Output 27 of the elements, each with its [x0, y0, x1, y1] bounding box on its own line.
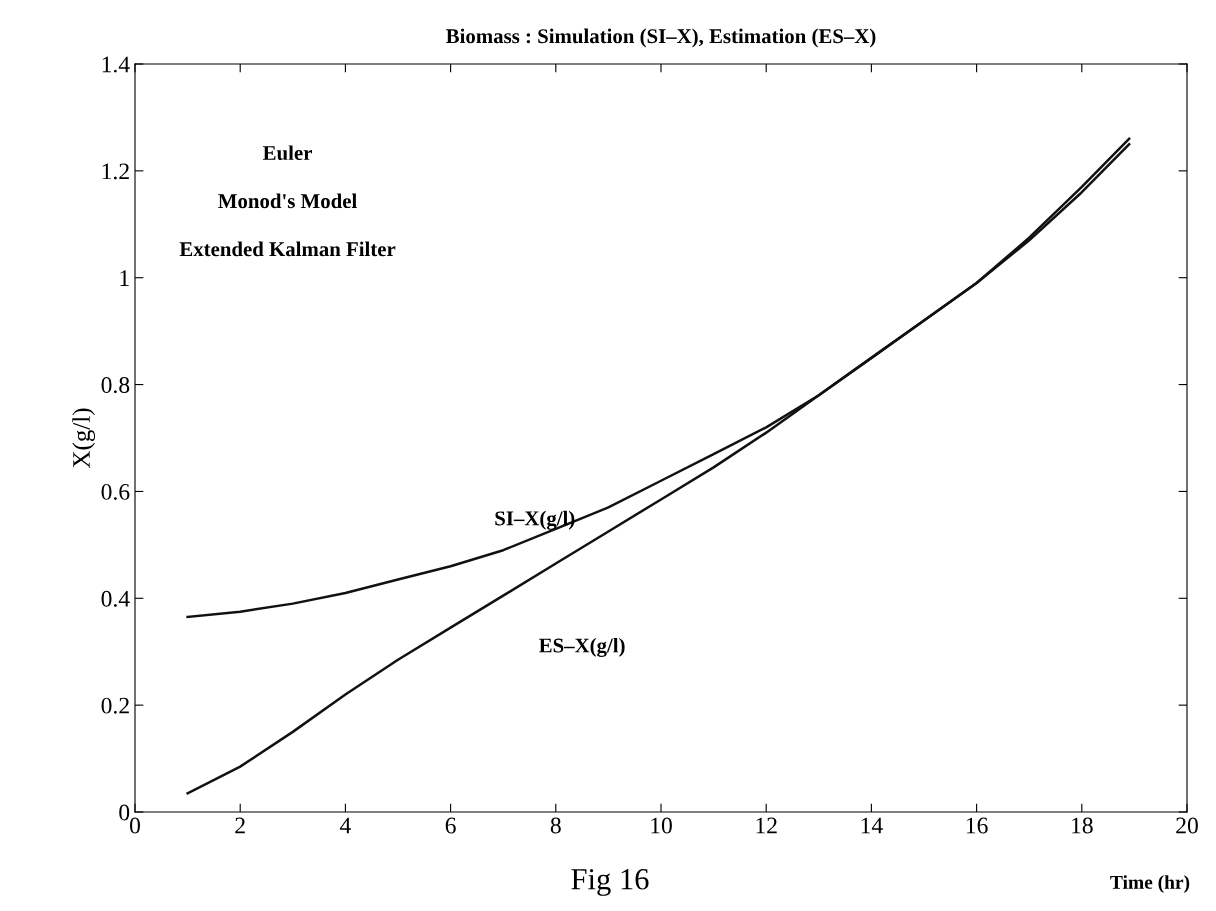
annotation: Extended Kalman Filter	[179, 241, 396, 257]
caption: Fig 16	[571, 869, 649, 896]
x-tick-label: 12	[756, 817, 777, 834]
series-label: SI–X(g/l)	[495, 510, 575, 530]
y-tick-label: 0.2	[101, 697, 129, 714]
x-tick-label: 2	[235, 817, 245, 834]
x-tick-label: 16	[966, 817, 988, 834]
y-axis-title: X(g/l)	[72, 408, 96, 468]
y-tick-label: 1	[120, 270, 129, 286]
x-tick-label: 18	[1072, 817, 1093, 834]
y-tick-label: 0.6	[101, 483, 130, 500]
y-tick-label: 1.2	[102, 163, 129, 180]
x-tick-label: 4	[339, 817, 351, 834]
x-tick-label: 6	[445, 817, 456, 834]
x-tick-label: 20	[1176, 817, 1198, 834]
y-tick-label: 0.4	[101, 590, 130, 607]
y-tick-label: 1.4	[102, 56, 130, 73]
annotation: Monod's Model	[218, 193, 357, 209]
chart-title: Biomass : Simulation (SI–X), Estimation (ES–X)	[446, 28, 876, 48]
text: ES–X(g/l)	[539, 637, 625, 657]
x-axis-title: Time (hr)	[1110, 875, 1190, 893]
y-tick-label: 0	[119, 804, 130, 821]
y-tick-label: 0.8	[101, 377, 130, 394]
x-tick-label: 14	[861, 817, 883, 834]
annotation: Euler	[263, 145, 312, 161]
x-tick-label: 10	[651, 817, 672, 834]
x-tick-label: 8	[550, 817, 561, 834]
